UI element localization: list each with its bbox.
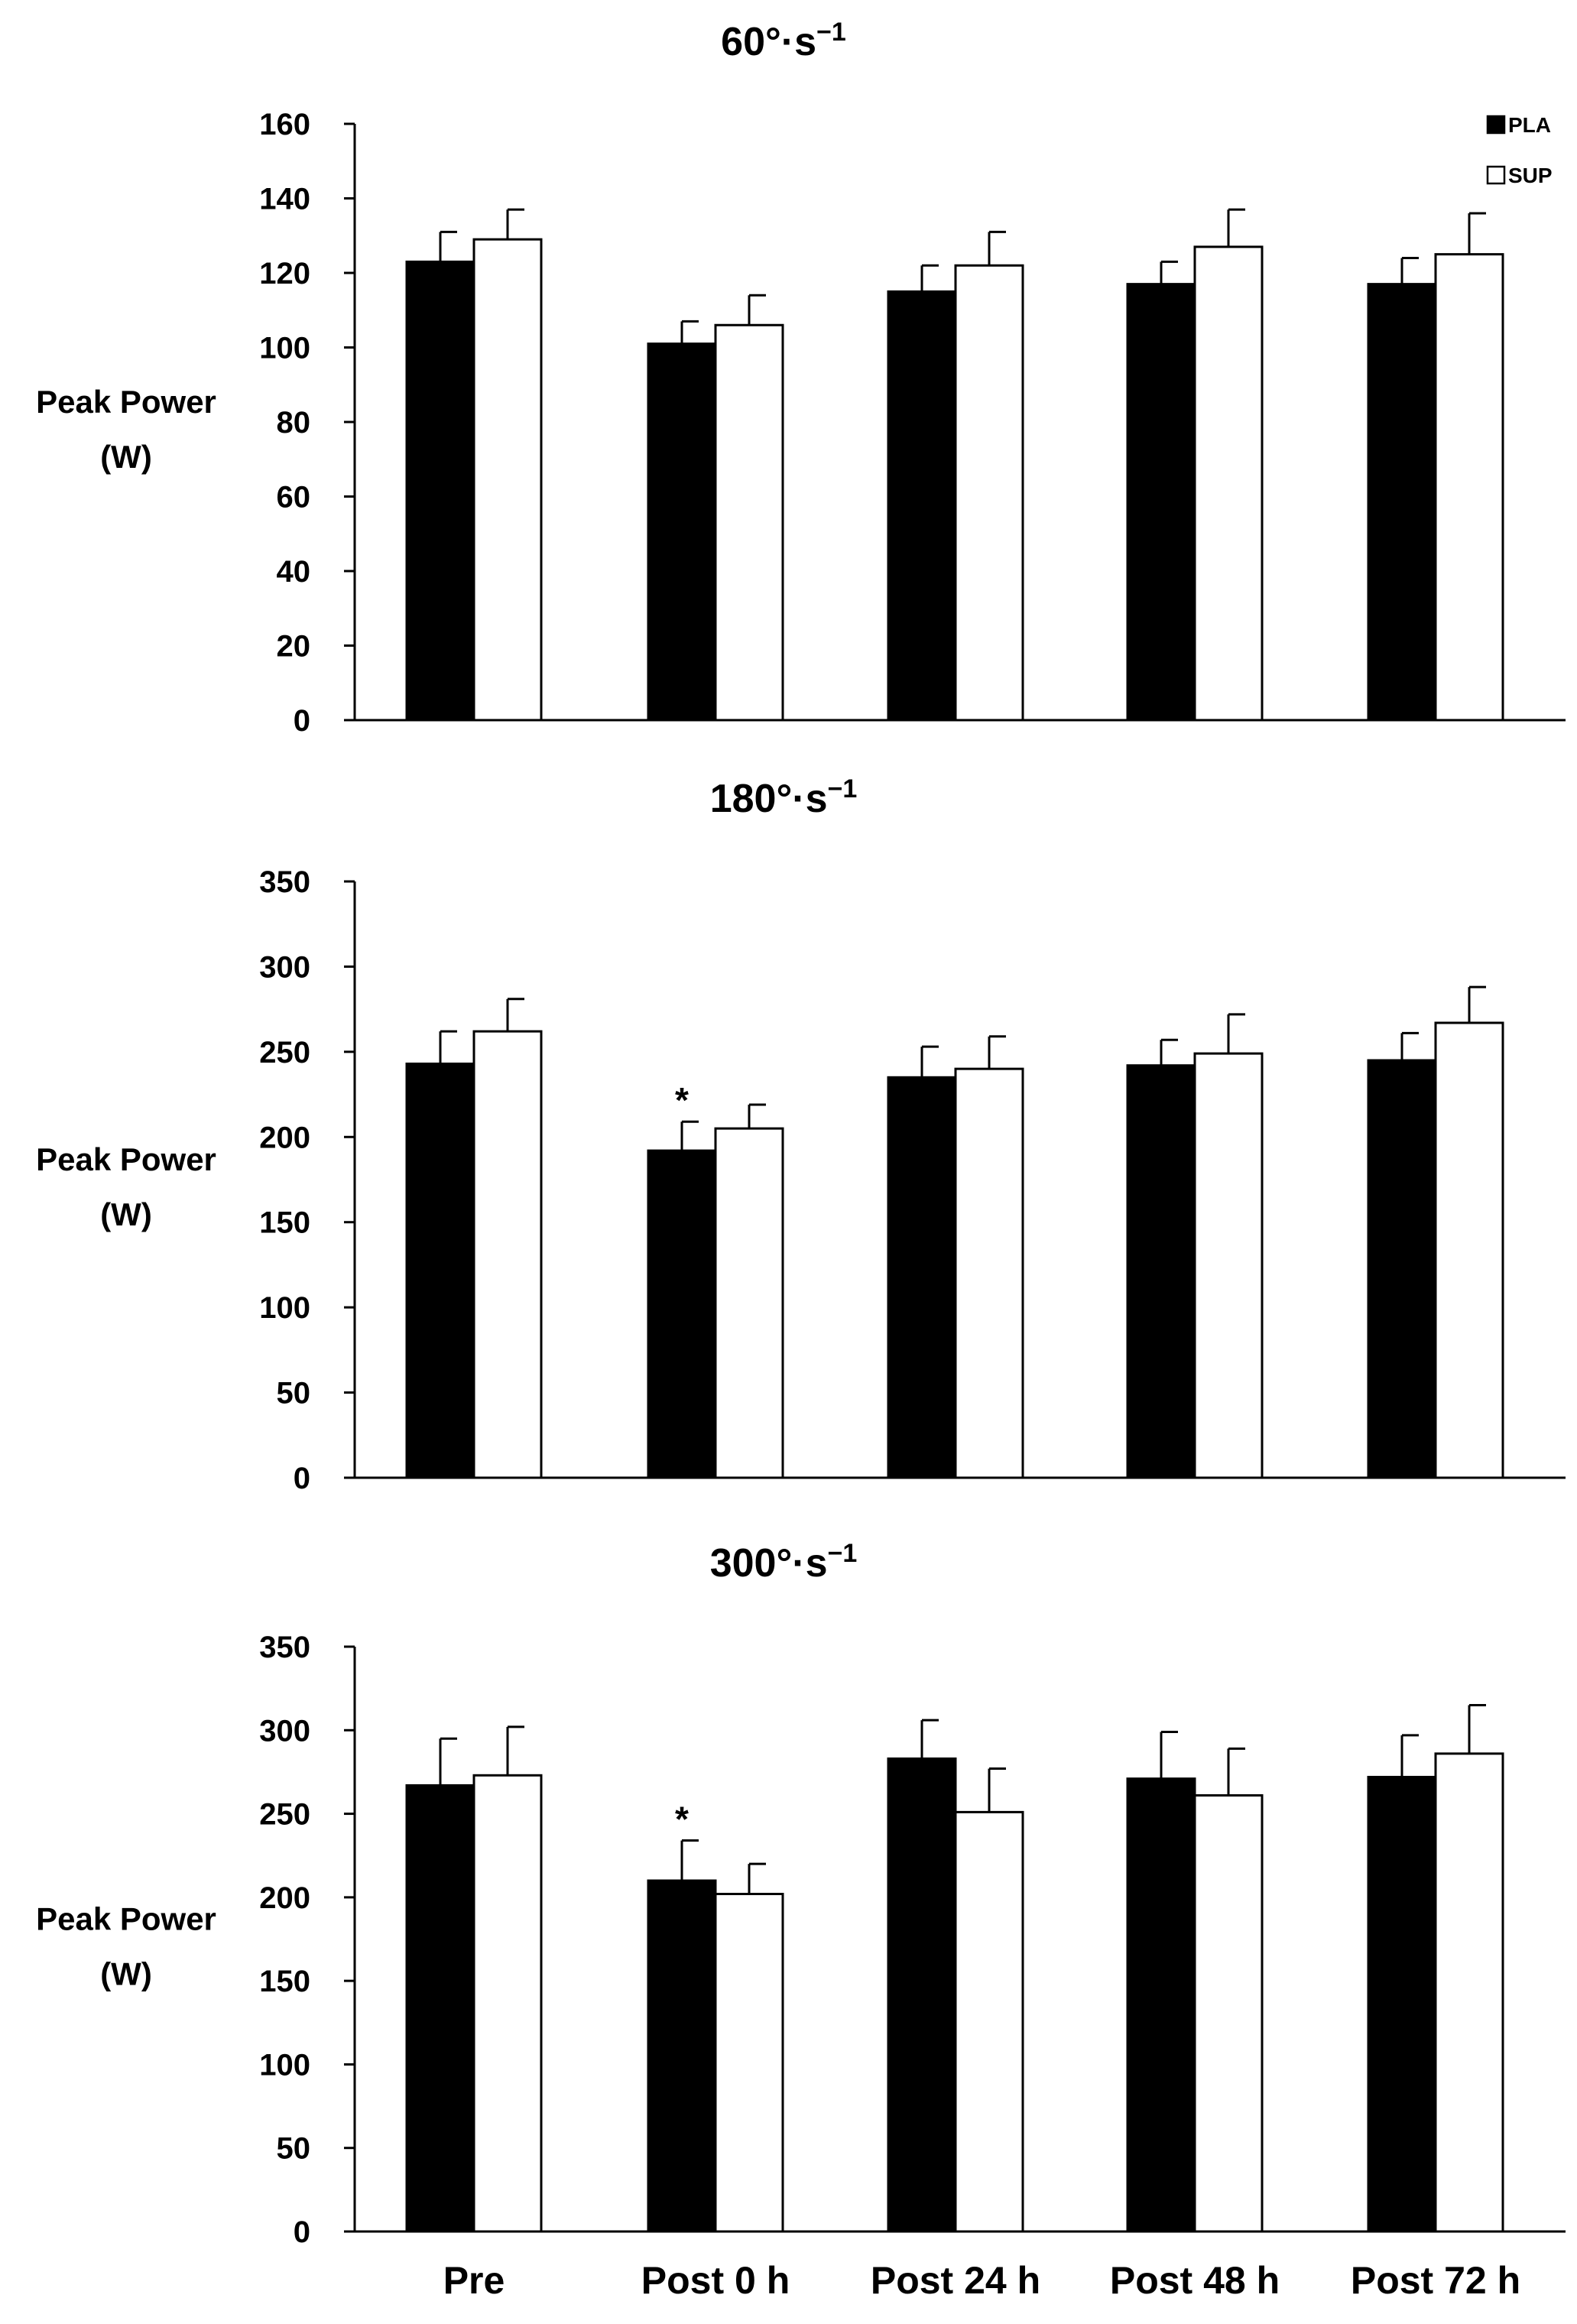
panel-1: 60°·s−1 0 20 40 60 80 100 120 140 160 Peak Power (W… (36, 18, 1566, 738)
y-tick-label: 0 (294, 2215, 310, 2249)
y-tick-label: 100 (259, 1291, 310, 1325)
legend-swatch-sup (1486, 165, 1506, 185)
bar-pla-post-48-h (1126, 1064, 1196, 1479)
y-tick-label: 200 (259, 1881, 310, 1915)
bar-pla-post-24-h (887, 1076, 957, 1479)
y-tick-label: 0 (294, 1462, 310, 1495)
y-tick-label: 140 (259, 183, 310, 216)
y-tick-label: 250 (259, 1798, 310, 1832)
panel-title-text: 300°·s (710, 1541, 828, 1586)
y-tick-label: 300 (259, 1714, 310, 1748)
x-tick-label: Pre (443, 2259, 505, 2302)
y-tick-label: 250 (259, 1036, 310, 1069)
legend-label-sup: SUP (1508, 164, 1553, 187)
y-axis-label: Peak Power (36, 384, 216, 420)
y-tick-label: 150 (259, 1206, 310, 1240)
bar-sup-post-48-h (1193, 1052, 1264, 1479)
bar-pla-post-0-h (647, 342, 717, 722)
y-axis-label: (W) (100, 439, 152, 475)
bar-sup-pre (472, 1030, 543, 1479)
y-tick-label: 60 (277, 481, 311, 514)
legend-swatch-pla (1486, 115, 1506, 135)
y-tick-label: 20 (277, 630, 311, 664)
y-tick-label: 100 (259, 332, 310, 365)
y-tick-label: 120 (259, 257, 310, 290)
bar-pla-post-72-h (1367, 283, 1437, 722)
y-tick-label: 160 (259, 108, 310, 141)
bar-sup-post-24-h (954, 264, 1024, 722)
bar-sup-pre (472, 1774, 543, 2233)
panel-title: 60°·s−1 (721, 18, 846, 64)
y-axis-label: (W) (100, 1196, 152, 1232)
bar-pla-post-24-h (887, 1757, 957, 2233)
legend-label-pla: PLA (1508, 113, 1551, 137)
y-tick-label: 100 (259, 2048, 310, 2082)
panel-title-text: 180°·s (710, 777, 828, 821)
bar-pla-post-0-h (647, 1149, 717, 1479)
panel-title-superscript: −1 (816, 18, 846, 47)
y-axis-label: (W) (100, 1956, 152, 1992)
bar-pla-post-48-h (1126, 1777, 1196, 2233)
bar-pla-pre (405, 1062, 475, 1479)
bar-sup-pre (472, 238, 543, 722)
y-tick-label: 80 (277, 406, 311, 440)
bar-sup-post-48-h (1193, 245, 1264, 722)
bar-pla-pre (405, 1784, 475, 2233)
panel-title: 180°·s−1 (710, 774, 858, 821)
y-axis-label: Peak Power (36, 1901, 216, 1937)
bar-sup-post-24-h (954, 1067, 1024, 1479)
significance-marker: * (675, 1080, 689, 1120)
panel-title: 300°·s−1 (710, 1539, 858, 1586)
x-tick-label: Post 48 h (1110, 2259, 1280, 2302)
y-tick-label: 350 (259, 865, 310, 899)
bar-sup-post-24-h (954, 1810, 1024, 2233)
panel-2: 180°·s−1 0 50 100 150 200 250 300 350 Peak Power (… (36, 774, 1566, 1495)
x-tick-label: Post 24 h (871, 2259, 1040, 2302)
x-tick-label: Post 0 h (641, 2259, 790, 2302)
bar-sup-post-48-h (1193, 1794, 1264, 2233)
legend: PLA SUP (1486, 113, 1553, 187)
y-tick-label: 300 (259, 950, 310, 984)
bar-sup-post-72-h (1434, 1021, 1504, 1479)
bar-pla-post-72-h (1367, 1775, 1437, 2233)
x-tick-label: Post 72 h (1351, 2259, 1520, 2302)
bar-pla-pre (405, 260, 475, 722)
y-tick-label: 350 (259, 1631, 310, 1664)
bar-pla-post-24-h (887, 290, 957, 722)
y-tick-label: 0 (294, 704, 310, 738)
bar-pla-post-48-h (1126, 283, 1196, 722)
y-axis-label: Peak Power (36, 1141, 216, 1177)
bar-sup-post-0-h (714, 323, 784, 722)
y-tick-label: 50 (277, 1377, 311, 1410)
panel-title-superscript: −1 (828, 774, 858, 803)
bar-sup-post-72-h (1434, 1752, 1504, 2233)
significance-marker: * (675, 1800, 689, 1839)
bar-sup-post-0-h (714, 1892, 784, 2233)
bar-pla-post-0-h (647, 1879, 717, 2233)
y-tick-label: 200 (259, 1121, 310, 1154)
bar-pla-post-72-h (1367, 1059, 1437, 1479)
bar-sup-post-72-h (1434, 253, 1504, 722)
y-tick-label: 40 (277, 555, 311, 589)
y-tick-label: 150 (259, 1965, 310, 1998)
panel-title-text: 60°·s (721, 20, 816, 64)
bar-sup-post-0-h (714, 1127, 784, 1479)
panel-title-superscript: −1 (828, 1539, 858, 1568)
panel-3: 300°·s−1 0 50 100 150 200 250 300 350 Peak Power (… (36, 1539, 1566, 2302)
y-tick-label: 50 (277, 2132, 311, 2166)
